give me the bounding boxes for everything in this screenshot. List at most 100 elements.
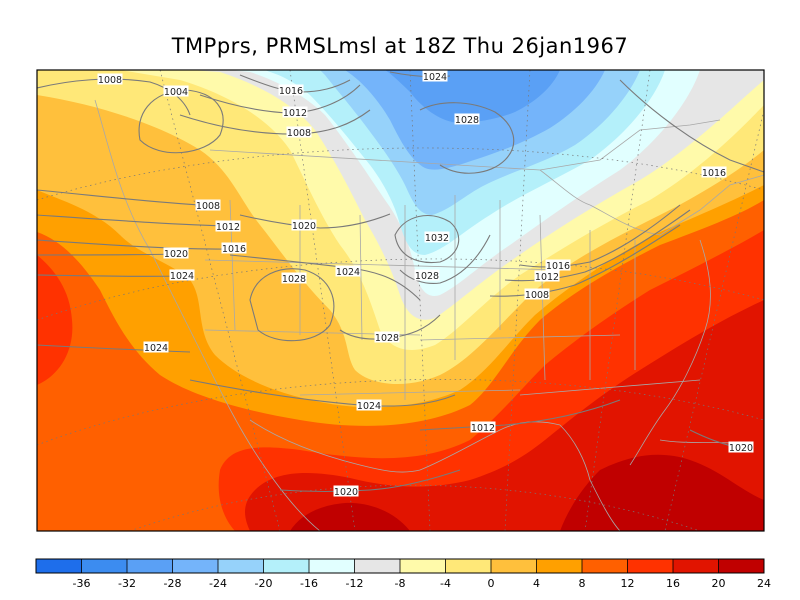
colorbar-swatch	[673, 559, 719, 573]
colorbar-tick-label: -4	[440, 577, 451, 590]
svg-text:1024: 1024	[336, 267, 360, 278]
colorbar-swatch	[172, 559, 219, 573]
temp-band-24-plus	[290, 454, 764, 531]
isobar-1024-sw	[37, 344, 191, 353]
svg-text:1024: 1024	[423, 72, 447, 83]
svg-text:1020: 1020	[334, 487, 358, 498]
colorbar-swatch	[263, 559, 310, 573]
svg-text:1024: 1024	[357, 401, 381, 412]
svg-text:1012: 1012	[283, 108, 307, 119]
isobar-1008-w	[37, 189, 201, 206]
svg-text:1028: 1028	[455, 115, 479, 126]
colorbar-swatch	[491, 559, 537, 573]
isobar-1016-e	[519, 204, 681, 268]
map-title: TMPprs, PRMSLmsl at 18Z Thu 26jan1967	[171, 34, 629, 58]
isobar-label-1008-nw: 1008	[97, 73, 123, 86]
isobar-1012-e	[504, 209, 691, 282]
isobar-label-1028-e: 1028	[414, 269, 440, 282]
isobar-1020-s	[279, 469, 461, 493]
svg-text:1024: 1024	[144, 343, 168, 354]
isobar-label-1012-n: 1012	[282, 106, 308, 119]
isobar-label-1024-s: 1024	[356, 399, 382, 412]
svg-text:1020: 1020	[292, 221, 316, 232]
isobar-1028-top	[419, 102, 515, 174]
isobar-label-1028-top: 1028	[454, 113, 480, 126]
svg-text:1028: 1028	[415, 271, 439, 282]
colorbar-tick-label: 0	[488, 577, 495, 590]
isobar-1008-nw	[37, 78, 191, 116]
isobar-label-1008-w: 1008	[195, 199, 221, 212]
colorbar-tick-label: -24	[209, 577, 227, 590]
colorbar-tick-label: -12	[346, 577, 364, 590]
isobar-label-1016-ne: 1016	[701, 166, 727, 179]
colorbar-tick-label: 16	[666, 577, 680, 590]
colorbar-swatch	[400, 559, 446, 573]
colorbar-swatch	[445, 559, 492, 573]
colorbar-tick-label: -16	[300, 577, 318, 590]
colorbar-tick-label: 20	[712, 577, 726, 590]
isobar-label-1024-sw: 1024	[143, 341, 169, 354]
colorbar-swatch	[536, 559, 583, 573]
svg-text:1008: 1008	[98, 75, 122, 86]
isobar-1008-e	[489, 224, 681, 297]
temp-band-neg28-neg24	[385, 70, 560, 123]
isobar-label-1024-c: 1024	[335, 265, 361, 278]
isobar-label-1008-n: 1008	[286, 126, 312, 139]
svg-text:1008: 1008	[287, 128, 311, 139]
latlon-grid	[37, 70, 764, 531]
svg-text:1028: 1028	[375, 333, 399, 344]
isobar-label-1028-s: 1028	[374, 331, 400, 344]
svg-text:1016: 1016	[546, 261, 570, 272]
svg-text:1016: 1016	[222, 244, 246, 255]
colorbar-tick-label: -36	[73, 577, 91, 590]
isobar-label-1020-s: 1020	[333, 485, 359, 498]
colorbar-swatch	[582, 559, 628, 573]
svg-text:1008: 1008	[196, 201, 220, 212]
svg-text:1012: 1012	[535, 272, 559, 283]
colorbar-swatch	[627, 559, 674, 573]
svg-text:1016: 1016	[279, 86, 303, 97]
svg-text:1012: 1012	[216, 222, 240, 233]
temperature-field	[37, 70, 764, 531]
colorbar-tick-label: -28	[164, 577, 182, 590]
colorbar-tick-label: 4	[533, 577, 540, 590]
isobar-label-1024-top: 1024	[422, 70, 448, 83]
map-frame	[36, 69, 765, 532]
isobar-1028-c	[249, 268, 335, 342]
colorbar-swatch	[127, 559, 173, 573]
colorbar-swatch	[218, 559, 264, 573]
isobar-1020-w	[37, 253, 176, 256]
colorbar-frame	[35, 558, 765, 574]
colorbar-swatch	[309, 559, 355, 573]
colorbar-tick-label: -32	[118, 577, 136, 590]
isobar-label-1012-e: 1012	[534, 270, 560, 283]
svg-text:1024: 1024	[170, 271, 194, 282]
isobar-label-1028-c: 1028	[281, 272, 307, 285]
svg-text:1012: 1012	[471, 423, 495, 434]
colorbar-tick-label: 24	[757, 577, 771, 590]
svg-text:1028: 1028	[282, 274, 306, 285]
colorbar-tick-label: -20	[255, 577, 273, 590]
isobar-1020-c	[239, 213, 391, 229]
isobar-1032	[394, 215, 460, 264]
isobar-label-1020-c: 1020	[291, 219, 317, 232]
colorbar-tick-label: -8	[395, 577, 406, 590]
svg-text:1004: 1004	[164, 87, 188, 98]
isobar-1016-w	[37, 239, 241, 250]
colorbar-swatch	[81, 559, 128, 573]
svg-text:1020: 1020	[164, 249, 188, 260]
svg-text:1008: 1008	[525, 290, 549, 301]
isobar-label-1016-e: 1016	[545, 259, 571, 272]
isobar-label-1016-w: 1016	[221, 242, 247, 255]
isobar-label-1004: 1004	[163, 85, 189, 98]
isobar-1012-w	[37, 214, 231, 227]
isobar-1024-w	[37, 274, 181, 277]
isobar-label-1020-se: 1020	[728, 441, 754, 454]
isobar-label-1016-n: 1016	[278, 84, 304, 97]
isobar-label-1032: 1032	[424, 231, 450, 244]
colorbar: -36 -32 -28 -24 -20 -16 -12 -8 -4 0 4 8 12 16 20 24	[35, 558, 771, 590]
isobar-1004	[138, 89, 224, 154]
svg-text:1032: 1032	[425, 233, 449, 244]
isobar-label-1012-w: 1012	[215, 220, 241, 233]
